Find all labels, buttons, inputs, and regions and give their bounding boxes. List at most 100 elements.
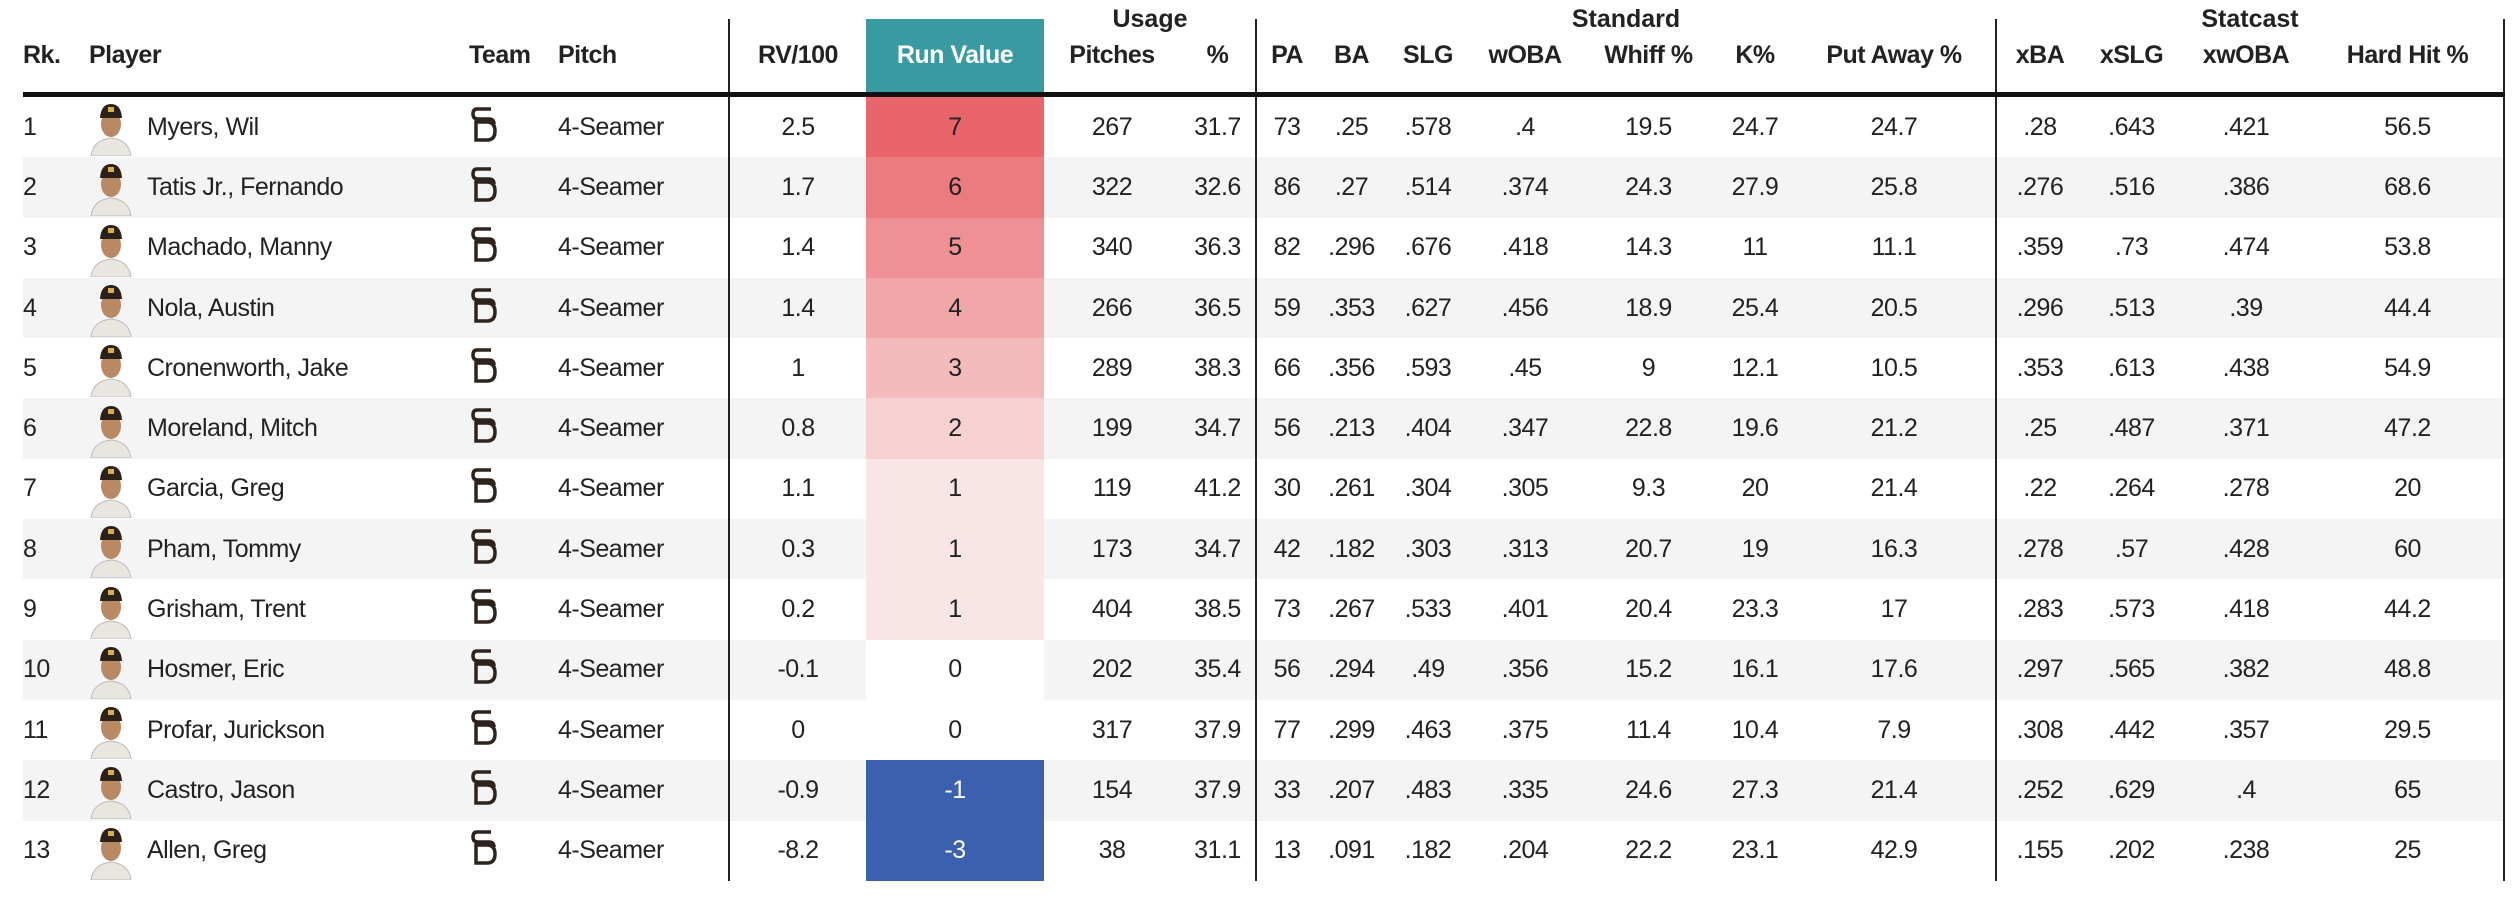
cell: .261 bbox=[1328, 474, 1375, 503]
player-name: Cronenworth, Jake bbox=[147, 353, 349, 382]
player-name: Pham, Tommy bbox=[147, 534, 301, 563]
cell: 202 bbox=[1044, 639, 1180, 700]
team-logo bbox=[471, 348, 497, 383]
cell: 267 bbox=[1091, 112, 1133, 141]
table-row: 13 Allen, Greg 4-Seamer -8.2 -3 38 31.1 13 .091.… bbox=[23, 820, 2505, 881]
cell: 36.5 bbox=[1180, 277, 1256, 339]
cell: .278 bbox=[1995, 519, 2083, 580]
cell: 20 bbox=[1741, 474, 1769, 503]
cell: 4-Seamer bbox=[558, 353, 664, 382]
cell: .676 bbox=[1404, 233, 1452, 262]
player-headshot bbox=[90, 345, 132, 398]
cell: .294 bbox=[1317, 639, 1386, 700]
player: Myers, Wil bbox=[89, 98, 469, 157]
player-name: Castro, Jason bbox=[147, 775, 295, 804]
cell: 0 bbox=[866, 639, 1044, 700]
cell: 16.3 bbox=[1793, 519, 1996, 580]
cell: 86 bbox=[1255, 157, 1317, 218]
player-cell: Grisham, Trent bbox=[89, 579, 469, 639]
cell: 53.8 bbox=[2312, 217, 2505, 278]
cell: 44.2 bbox=[2312, 579, 2505, 640]
cell: 41.2 bbox=[1194, 474, 1241, 503]
cell: .359 bbox=[1995, 217, 2083, 278]
cell: .418 bbox=[2222, 595, 2270, 624]
cell: .578 bbox=[1404, 112, 1452, 141]
column-header: PA bbox=[1255, 19, 1317, 97]
column-header: xBA bbox=[1995, 19, 2083, 97]
player: Grisham, Trent bbox=[89, 581, 469, 639]
cell: 24.3 bbox=[1580, 157, 1717, 218]
cell: 82 bbox=[1255, 217, 1317, 278]
cell: 1 bbox=[23, 112, 37, 141]
column-header: % bbox=[1180, 19, 1256, 97]
cell: .487 bbox=[2083, 398, 2180, 459]
cell: .57 bbox=[2083, 519, 2180, 580]
table-body: 1 Myers, Wil 4-Seamer 2.5 7 267 31.7 73.25.578.… bbox=[23, 94, 2505, 881]
player: Moreland, Mitch bbox=[89, 400, 469, 458]
cell: 2 bbox=[866, 398, 1044, 459]
player: Hosmer, Eric bbox=[89, 641, 469, 699]
player-name: Allen, Greg bbox=[147, 836, 267, 865]
cell: .73 bbox=[2114, 233, 2149, 262]
cell: 16.1 bbox=[1717, 639, 1793, 700]
player-cell: Hosmer, Eric bbox=[89, 639, 469, 700]
cell: 21.4 bbox=[1870, 474, 1918, 503]
cell: 34.7 bbox=[1180, 519, 1256, 580]
column-header: xwOBA bbox=[2180, 19, 2312, 97]
cell: 27.3 bbox=[1717, 760, 1793, 821]
cell: 2.5 bbox=[728, 94, 866, 158]
cell: .516 bbox=[2083, 157, 2180, 218]
cell: .296 bbox=[1328, 233, 1375, 262]
cell: 154 bbox=[1044, 760, 1180, 821]
cell: .4 bbox=[2180, 760, 2312, 821]
cell: .428 bbox=[2180, 519, 2312, 580]
column-header: Hard Hit % bbox=[2312, 19, 2505, 97]
cell: .202 bbox=[2108, 836, 2155, 865]
cell: 68.6 bbox=[2312, 157, 2505, 218]
cell: 10.4 bbox=[1731, 715, 1779, 744]
cell: 65 bbox=[2312, 760, 2505, 821]
cell: 37.9 bbox=[1180, 760, 1256, 821]
cell: .335 bbox=[1470, 760, 1580, 821]
table-row: 3 Machado, Manny 4-Seamer 1.4 5 340 36.3 82 .296… bbox=[23, 217, 2505, 278]
player-cell: Myers, Wil bbox=[89, 95, 469, 158]
column-header: wOBA bbox=[1470, 19, 1580, 97]
cell: 24.6 bbox=[1580, 760, 1717, 821]
cell: .28 bbox=[1995, 94, 2083, 158]
table-row: 9 Grisham, Trent 4-Seamer 0.2 1 404 38.5 73 .267… bbox=[23, 579, 2505, 640]
team-logo bbox=[471, 106, 497, 142]
cell: .39 bbox=[2180, 277, 2312, 339]
cell: 8 bbox=[23, 519, 89, 580]
team-cell bbox=[469, 579, 558, 639]
player: Nola, Austin bbox=[89, 279, 469, 338]
player-name: Garcia, Greg bbox=[147, 474, 285, 503]
cell: 20.5 bbox=[1793, 277, 1996, 339]
cell: 3 bbox=[866, 338, 1044, 399]
cell: .238 bbox=[2222, 836, 2270, 865]
cell: 42 bbox=[1255, 519, 1317, 580]
cell: .533 bbox=[1404, 595, 1452, 624]
cell: 44.4 bbox=[2312, 277, 2505, 339]
player-headshot bbox=[90, 586, 132, 639]
cell: 19.5 bbox=[1625, 112, 1672, 141]
cell: 317 bbox=[1091, 715, 1133, 744]
cell: .382 bbox=[2180, 639, 2312, 700]
cell: 25.8 bbox=[1793, 157, 1996, 218]
cell: 21.2 bbox=[1793, 398, 1996, 459]
cell: 1 bbox=[728, 338, 866, 399]
cell: 19.6 bbox=[1717, 398, 1793, 459]
cell: 77 bbox=[1255, 699, 1317, 761]
player-cell: Nola, Austin bbox=[89, 277, 469, 339]
team-cell bbox=[469, 338, 558, 398]
player-name: Hosmer, Eric bbox=[147, 655, 285, 684]
cell: 5 bbox=[23, 353, 37, 382]
player-headshot bbox=[90, 224, 132, 277]
cell: 29.5 bbox=[2312, 699, 2505, 761]
cell: .357 bbox=[2222, 715, 2270, 744]
cell: 11 bbox=[23, 715, 48, 744]
cell: 10.5 bbox=[1870, 353, 1918, 382]
cell: .283 bbox=[1995, 579, 2083, 640]
cell: .371 bbox=[2180, 398, 2312, 459]
cell: .401 bbox=[1501, 595, 1549, 624]
player-headshot bbox=[90, 646, 132, 699]
